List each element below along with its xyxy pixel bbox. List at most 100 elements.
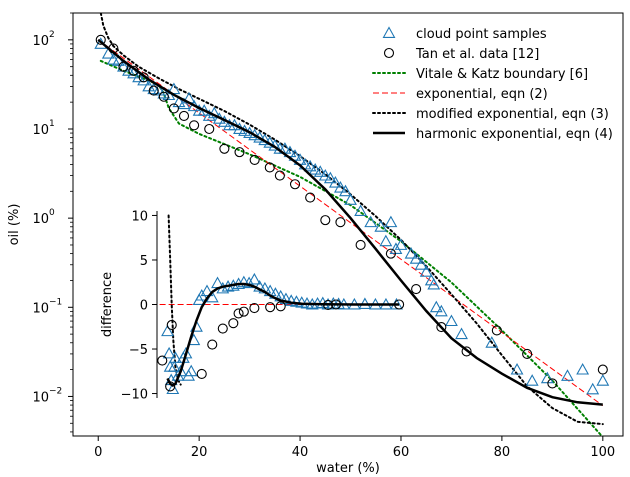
sample-point: [172, 95, 186, 108]
inset-tan-point: [157, 355, 168, 366]
sample-point: [384, 215, 398, 228]
legend-marker-tan: [383, 47, 395, 59]
inset-series-line-harmonic: [166, 282, 400, 387]
tan-point: [289, 179, 301, 190]
sample-point: [137, 73, 151, 86]
y-tick-label: 10: [32, 212, 49, 227]
sample-point: [339, 184, 352, 197]
sample-point: [374, 220, 388, 232]
sample-point: [379, 234, 393, 247]
inset-y-tick-label: 0: [140, 299, 148, 314]
sample-point: [101, 47, 115, 59]
sample-point: [419, 265, 433, 277]
legend-marker-samples: [382, 26, 396, 38]
inset-sample-point: [168, 351, 182, 363]
inset-sample-point: [242, 276, 256, 289]
tan-point: [204, 123, 215, 135]
legend-entry: Vitale & Katz boundary [6]: [416, 67, 588, 82]
inset-sample-point: [162, 346, 176, 359]
inset-sample-point: [161, 324, 174, 337]
x-tick-label: 0: [94, 445, 102, 460]
inset-sample-point: [253, 280, 267, 292]
tan-point: [138, 72, 149, 83]
sample-point: [318, 168, 332, 181]
inset-tan-point: [275, 301, 286, 312]
tan-point: [219, 143, 230, 154]
tan-point: [234, 147, 245, 158]
legend-entry: harmonic exponential, eqn (4): [416, 127, 613, 142]
inset-sample-point: [279, 292, 293, 305]
inset-sample-point: [200, 284, 214, 297]
y-tick-label-exponent: −2: [49, 386, 62, 396]
inset-y-tick-label: −10: [121, 388, 148, 403]
inset-sample-point: [167, 360, 181, 372]
y-tick-label: 10: [32, 123, 49, 138]
tan-point: [522, 348, 533, 359]
x-tick-label: 80: [494, 445, 511, 460]
sample-point: [510, 362, 524, 375]
legend-entry: Tan et al. data [12]: [415, 47, 539, 62]
inset-y-tick-label: 10: [131, 209, 148, 224]
inset-tan-point: [238, 306, 249, 317]
sample-point: [540, 371, 554, 384]
inset-tan-point: [228, 318, 239, 329]
tan-point: [95, 34, 106, 45]
sample-point: [445, 314, 458, 327]
sample-point: [427, 277, 441, 290]
tan-point: [597, 364, 608, 375]
sample-point: [404, 246, 418, 259]
sample-point: [561, 369, 574, 381]
inset-tan-point: [196, 368, 207, 380]
series-line-modified: [99, 13, 604, 426]
tan-point: [274, 170, 285, 181]
legend-entry: modified exponential, eqn (3): [416, 107, 609, 122]
tan-point: [461, 346, 472, 357]
tan-point: [189, 120, 200, 131]
tan-point: [355, 239, 366, 251]
inset-y-axis-label: difference: [100, 272, 115, 337]
series-line-harmonic: [97, 38, 603, 406]
sample-point: [344, 193, 357, 205]
legend: cloud point samples Tan et al. data [12] V…: [372, 26, 613, 142]
tan-point: [436, 322, 447, 333]
sample-point: [333, 180, 347, 193]
tan-point: [178, 110, 190, 122]
inset-tan-point: [207, 339, 218, 350]
inset-tan-point: [265, 302, 276, 313]
sample-point: [152, 83, 166, 96]
sample-point: [414, 258, 428, 270]
sample-point: [586, 382, 600, 395]
sample-point: [313, 165, 327, 177]
sample-point: [429, 300, 443, 313]
sample-point: [132, 70, 146, 83]
sample-point: [177, 97, 191, 110]
inset-tan-point: [217, 323, 228, 334]
tan-point: [249, 154, 260, 165]
y-tick-label-exponent: 0: [49, 208, 55, 218]
inset-sample-point: [184, 364, 198, 377]
sample-point: [485, 336, 499, 348]
tan-point: [158, 91, 169, 102]
x-axis-label: water (%): [316, 461, 380, 476]
inset-tan-point: [249, 303, 260, 314]
sample-point: [596, 374, 610, 386]
sample-point: [323, 171, 337, 184]
sample-point: [576, 362, 590, 375]
tan-point: [148, 85, 159, 96]
tan-point: [547, 378, 558, 389]
tan-point: [320, 215, 331, 226]
sample-point: [142, 79, 156, 92]
x-tick-label: 20: [191, 445, 208, 460]
x-tick-label: 40: [292, 445, 309, 460]
legend-entry: cloud point samples: [416, 27, 547, 42]
inset-plot-area: [157, 214, 405, 395]
sample-point: [394, 238, 408, 250]
inset-sample-point: [247, 272, 261, 285]
sample-point: [434, 304, 448, 317]
main-plot-area: [94, 13, 610, 436]
sample-point: [364, 215, 378, 228]
y-tick-label-exponent: −1: [49, 297, 62, 307]
sample-point: [303, 159, 317, 172]
